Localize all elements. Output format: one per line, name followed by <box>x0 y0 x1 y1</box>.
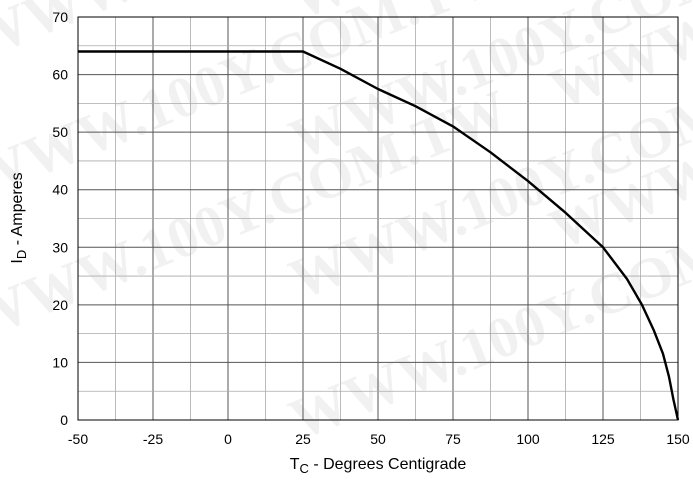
y-tick-labels: 0 10 20 30 40 50 60 70 <box>52 9 68 428</box>
x-tick-labels: -50 -25 0 25 50 75 100 125 150 <box>68 431 690 447</box>
y-tick-label: 40 <box>52 182 68 198</box>
series-layer <box>78 50 680 421</box>
y-tick-label: 70 <box>52 9 68 25</box>
x-tick-label: 50 <box>370 431 386 447</box>
x-axis-label: TC - Degrees Centigrade <box>290 456 467 476</box>
y-tick-label: 0 <box>60 412 68 428</box>
watermark-layer: WWW.100Y.COM.TWWWW.100Y.COM.TWWWW.100Y.C… <box>0 0 693 452</box>
y-axis-label: ID - Amperes <box>9 172 29 263</box>
x-tick-label: 100 <box>516 431 540 447</box>
x-tick-label: 75 <box>445 431 461 447</box>
y-tick-label: 30 <box>52 239 68 255</box>
x-tick-label: 125 <box>591 431 615 447</box>
grid <box>77 16 679 421</box>
plot-frame <box>77 16 679 421</box>
x-tick-label: -50 <box>68 431 88 447</box>
y-tick-label: 60 <box>52 67 68 83</box>
y-tick-label: 50 <box>52 124 68 140</box>
series-line <box>78 50 680 421</box>
x-tick-label: 25 <box>295 431 311 447</box>
y-tick-label: 20 <box>52 297 68 313</box>
x-tick-label: -25 <box>143 431 163 447</box>
y-tick-label: 10 <box>52 354 68 370</box>
x-tick-label: 150 <box>666 431 690 447</box>
x-tick-label: 0 <box>224 431 232 447</box>
